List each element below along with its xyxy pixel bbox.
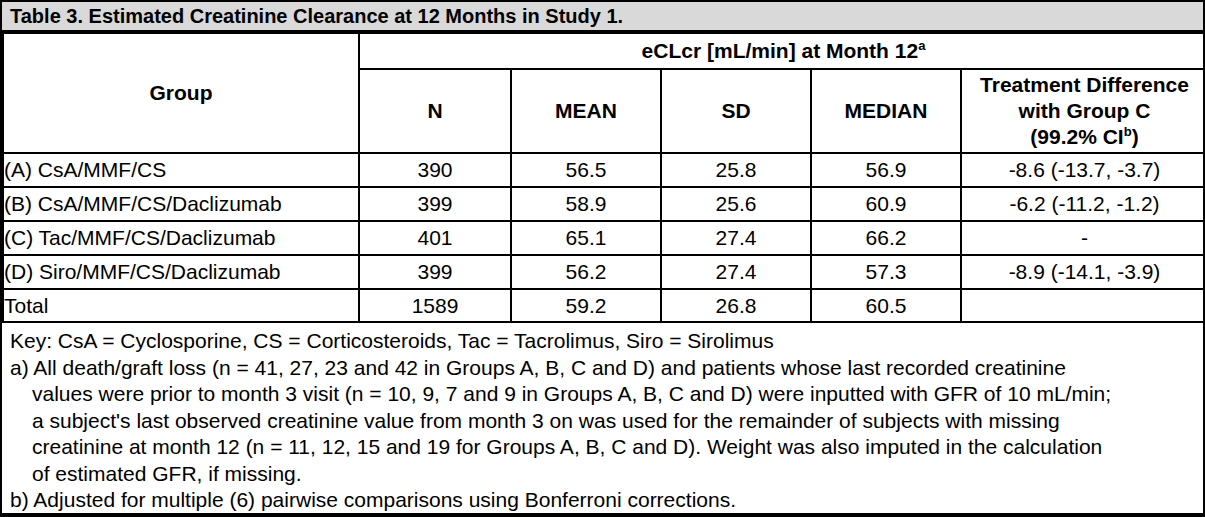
header-group-label: Group bbox=[150, 81, 213, 104]
cell-median: 56.9 bbox=[811, 153, 961, 187]
cell-mean: 59.2 bbox=[511, 289, 661, 322]
header-group: Group bbox=[3, 33, 359, 153]
header-eclcr-span: eCLcr [mL/min] at Month 12a bbox=[359, 33, 1205, 69]
footnote-line: a subject's last observed creatinine val… bbox=[10, 408, 1197, 435]
cell-n: 399 bbox=[359, 255, 511, 289]
cell-diff: -8.6 (-13.7, -3.7) bbox=[961, 153, 1205, 187]
footnotes: Key: CsA = Cyclosporine, CS = Corticoste… bbox=[2, 323, 1203, 514]
cell-n: 399 bbox=[359, 187, 511, 221]
table-body: (A) CsA/MMF/CS39056.525.856.9-8.6 (-13.7… bbox=[3, 153, 1205, 322]
footnote-line: b) Adjusted for multiple (6) pairwise co… bbox=[10, 487, 1197, 514]
cell-mean: 56.2 bbox=[511, 255, 661, 289]
footnote-line: creatinine at month 12 (n = 11, 12, 15 a… bbox=[10, 434, 1197, 461]
header-eclcr-superscript: a bbox=[918, 38, 925, 53]
header-treatment-difference-line1: Treatment Difference bbox=[962, 72, 1205, 98]
cell-diff: - bbox=[961, 221, 1205, 255]
cell-median: 60.5 bbox=[811, 289, 961, 322]
cell-median: 57.3 bbox=[811, 255, 961, 289]
cell-sd: 27.4 bbox=[661, 255, 811, 289]
cell-group: (D) Siro/MMF/CS/Daclizumab bbox=[3, 255, 359, 289]
table-row: (D) Siro/MMF/CS/Daclizumab39956.227.457.… bbox=[3, 255, 1205, 289]
table-title: Table 3. Estimated Creatinine Clearance … bbox=[10, 5, 623, 27]
cell-median: 66.2 bbox=[811, 221, 961, 255]
header-treatment-difference-line3: (99.2% CIb) bbox=[962, 124, 1205, 150]
cell-group: Total bbox=[3, 289, 359, 322]
header-median: MEDIAN bbox=[811, 69, 961, 153]
header-row-span: Group eCLcr [mL/min] at Month 12a bbox=[3, 33, 1205, 69]
header-treatment-difference-line2: with Group C bbox=[962, 98, 1205, 124]
table-title-bar: Table 3. Estimated Creatinine Clearance … bbox=[2, 2, 1203, 32]
header-eclcr-label: eCLcr [mL/min] at Month 12 bbox=[642, 39, 919, 62]
header-sd: SD bbox=[661, 69, 811, 153]
cell-sd: 25.6 bbox=[661, 187, 811, 221]
table-row: (C) Tac/MMF/CS/Daclizumab40165.127.466.2… bbox=[3, 221, 1205, 255]
cell-mean: 58.9 bbox=[511, 187, 661, 221]
footnote-line: a) All death/graft loss (n = 41, 27, 23 … bbox=[10, 355, 1197, 382]
footnote-line: of estimated GFR, if missing. bbox=[10, 461, 1197, 488]
table-row: (B) CsA/MMF/CS/Daclizumab39958.925.660.9… bbox=[3, 187, 1205, 221]
cell-n: 1589 bbox=[359, 289, 511, 322]
cell-median: 60.9 bbox=[811, 187, 961, 221]
total-row: Total158959.226.860.5 bbox=[3, 289, 1205, 322]
cell-diff: -6.2 (-11.2, -1.2) bbox=[961, 187, 1205, 221]
header-treatment-difference: Treatment Difference with Group C (99.2%… bbox=[961, 69, 1205, 153]
cell-diff: -8.9 (-14.1, -3.9) bbox=[961, 255, 1205, 289]
footnote-line: values were prior to month 3 visit (n = … bbox=[10, 381, 1197, 408]
cell-sd: 26.8 bbox=[661, 289, 811, 322]
header-ci-superscript: b bbox=[1124, 124, 1132, 139]
cell-group: (A) CsA/MMF/CS bbox=[3, 153, 359, 187]
header-ci-suffix: ) bbox=[1132, 125, 1139, 148]
cell-n: 390 bbox=[359, 153, 511, 187]
creatinine-clearance-table: Group eCLcr [mL/min] at Month 12a N MEAN… bbox=[2, 32, 1205, 323]
header-ci-prefix: (99.2% CI bbox=[1030, 125, 1123, 148]
cell-mean: 65.1 bbox=[511, 221, 661, 255]
document-page: Table 3. Estimated Creatinine Clearance … bbox=[0, 0, 1205, 517]
header-mean: MEAN bbox=[511, 69, 661, 153]
cell-group: (B) CsA/MMF/CS/Daclizumab bbox=[3, 187, 359, 221]
cell-sd: 27.4 bbox=[661, 221, 811, 255]
cell-mean: 56.5 bbox=[511, 153, 661, 187]
footnote-line: Key: CsA = Cyclosporine, CS = Corticoste… bbox=[10, 328, 1197, 355]
table-row: (A) CsA/MMF/CS39056.525.856.9-8.6 (-13.7… bbox=[3, 153, 1205, 187]
cell-n: 401 bbox=[359, 221, 511, 255]
cell-sd: 25.8 bbox=[661, 153, 811, 187]
cell-diff bbox=[961, 289, 1205, 322]
header-n: N bbox=[359, 69, 511, 153]
cell-group: (C) Tac/MMF/CS/Daclizumab bbox=[3, 221, 359, 255]
